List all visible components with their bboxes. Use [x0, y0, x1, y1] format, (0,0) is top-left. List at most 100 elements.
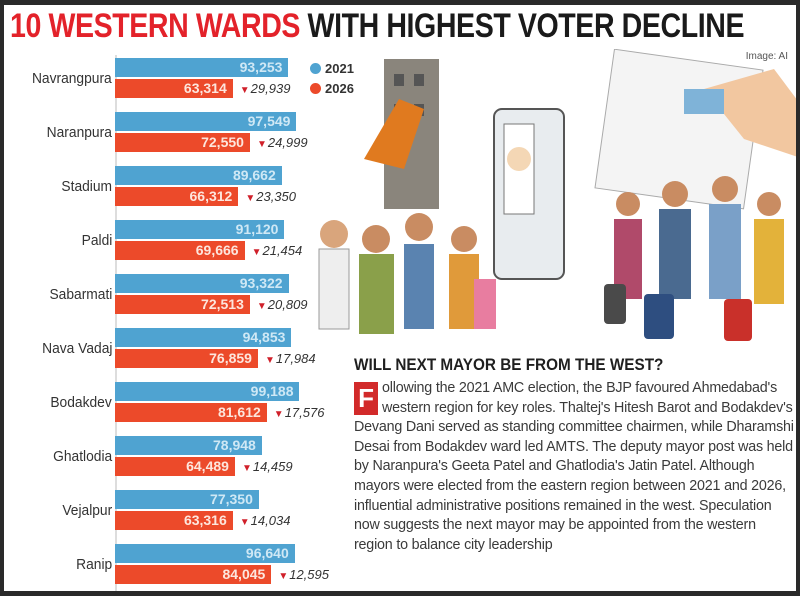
bar-value-label: 72,550	[201, 134, 244, 150]
bar-2021: 93,253	[115, 58, 289, 77]
bar-2021: 77,350	[115, 490, 259, 509]
bar-value-label: 93,253	[239, 59, 283, 75]
decline-label: ▼23,350	[245, 187, 296, 208]
bar-2026: 72,550	[115, 133, 250, 152]
ward-label: Stadium	[61, 178, 112, 195]
ward-label: Bodakdev	[50, 394, 112, 411]
image-credit: Image: AI	[745, 51, 788, 62]
bar-value-label: 97,549	[247, 113, 291, 129]
legend-label: 2026	[325, 80, 354, 96]
decline-label: ▼17,984	[265, 349, 316, 370]
down-triangle-icon: ▼	[251, 247, 262, 258]
ward-label: Ranip	[75, 556, 112, 573]
bar-value-label: 64,489	[186, 458, 229, 474]
legend-dot-2021	[310, 62, 321, 74]
decline-label: ▼29,939	[240, 79, 291, 100]
decline-value: 29,939	[250, 81, 291, 96]
bar-value-label: 84,045	[222, 566, 266, 582]
bar-2026: 81,612	[115, 403, 267, 422]
ward-label: Nava Vadaj	[41, 340, 112, 357]
legend-item-2026: 2026	[310, 78, 354, 98]
decline-label: ▼17,576	[274, 403, 325, 424]
down-triangle-icon: ▼	[256, 301, 267, 312]
bar-2021: 78,948	[115, 436, 262, 455]
legend-dot-2026	[310, 82, 321, 94]
down-triangle-icon: ▼	[241, 463, 252, 474]
down-triangle-icon: ▼	[256, 139, 267, 150]
bar-value-label: 78,948	[213, 437, 256, 453]
down-triangle-icon: ▼	[239, 517, 250, 528]
bar-2026: 76,859	[115, 349, 258, 368]
down-triangle-icon: ▼	[264, 355, 275, 366]
hand-eraser	[704, 69, 796, 157]
down-triangle-icon: ▼	[245, 193, 256, 204]
bar-2021: 99,188	[115, 382, 300, 401]
ward-label: Navrangpura	[32, 70, 112, 87]
decline-label: ▼14,034	[240, 511, 291, 532]
bar-value-label: 63,314	[183, 80, 227, 96]
bar-2026: 84,045	[115, 565, 272, 584]
bar-chart: Navrangpura 93,253 63,314 ▼29,939 Naranpura 9…	[4, 45, 344, 591]
down-triangle-icon: ▼	[278, 571, 289, 582]
decline-value: 24,999	[267, 135, 308, 150]
bar-value-label: 63,316	[183, 512, 227, 528]
decline-value: 14,459	[252, 459, 293, 474]
drop-cap: F	[354, 382, 378, 415]
down-triangle-icon: ▼	[273, 409, 284, 420]
bar-value-label: 76,859	[209, 350, 252, 366]
decline-value: 20,809	[267, 297, 308, 312]
decline-value: 23,350	[256, 189, 296, 204]
infographic: 10 WESTERN WARDS WITH HIGHEST VOTER DECL…	[4, 5, 796, 591]
bar-2021: 94,853	[115, 328, 292, 347]
ward-label: Ghatlodia	[52, 448, 112, 465]
down-triangle-icon: ▼	[239, 85, 250, 96]
ai-illustration	[318, 49, 796, 341]
decline-value: 12,595	[289, 567, 329, 582]
bar-2026: 63,314	[115, 79, 233, 98]
page-title: 10 WESTERN WARDS WITH HIGHEST VOTER DECL…	[10, 7, 745, 45]
bar-value-label: 69,666	[195, 242, 239, 258]
decline-label: ▼14,459	[242, 457, 293, 478]
bar-value-label: 89,662	[232, 167, 276, 183]
ward-label: Vejalpur	[62, 502, 112, 519]
decline-value: 21,454	[262, 243, 303, 258]
bar-2026: 72,513	[115, 295, 250, 314]
bar-2021: 89,662	[115, 166, 282, 185]
story-text: ollowing the 2021 AMC election, the BJP …	[354, 380, 794, 553]
bar-2021: 97,549	[115, 112, 297, 131]
decline-label: ▼12,595	[278, 565, 329, 586]
bar-value-label: 66,312	[189, 188, 233, 204]
decline-value: 17,576	[284, 405, 325, 420]
bar-2026: 66,312	[115, 187, 239, 206]
bar-value-label: 99,188	[250, 383, 294, 399]
bar-2021: 96,640	[115, 544, 295, 563]
ward-label: Sabarmati	[49, 286, 112, 303]
bar-2021: 93,322	[115, 274, 289, 293]
bar-2026: 69,666	[115, 241, 245, 260]
bar-value-label: 72,513	[201, 296, 244, 312]
decline-label: ▼20,809	[257, 295, 308, 316]
bar-2021: 91,120	[115, 220, 285, 239]
bar-value-label: 81,612	[217, 404, 261, 420]
legend-item-2021: 2021	[310, 58, 354, 78]
decline-label: ▼24,999	[257, 133, 308, 154]
legend-label: 2021	[325, 60, 354, 76]
family-group	[318, 213, 496, 334]
bar-value-label: 77,350	[210, 491, 253, 507]
decline-value: 14,034	[250, 513, 291, 528]
title-highlight: 10 WESTERN WARDS	[10, 7, 301, 45]
bar-value-label: 94,853	[242, 329, 286, 345]
legend: 2021 2026	[310, 58, 354, 98]
decline-value: 17,984	[275, 351, 316, 366]
ward-label: Paldi	[81, 232, 112, 249]
decline-label: ▼21,454	[252, 241, 303, 262]
excavator	[364, 99, 424, 169]
bar-value-label: 91,120	[235, 221, 279, 237]
bar-2026: 64,489	[115, 457, 235, 476]
axis-line	[115, 55, 117, 591]
bar-value-label: 93,322	[239, 275, 283, 291]
migrating-travellers	[604, 176, 784, 341]
story-heading: WILL NEXT MAYOR BE FROM THE WEST?	[354, 355, 664, 374]
